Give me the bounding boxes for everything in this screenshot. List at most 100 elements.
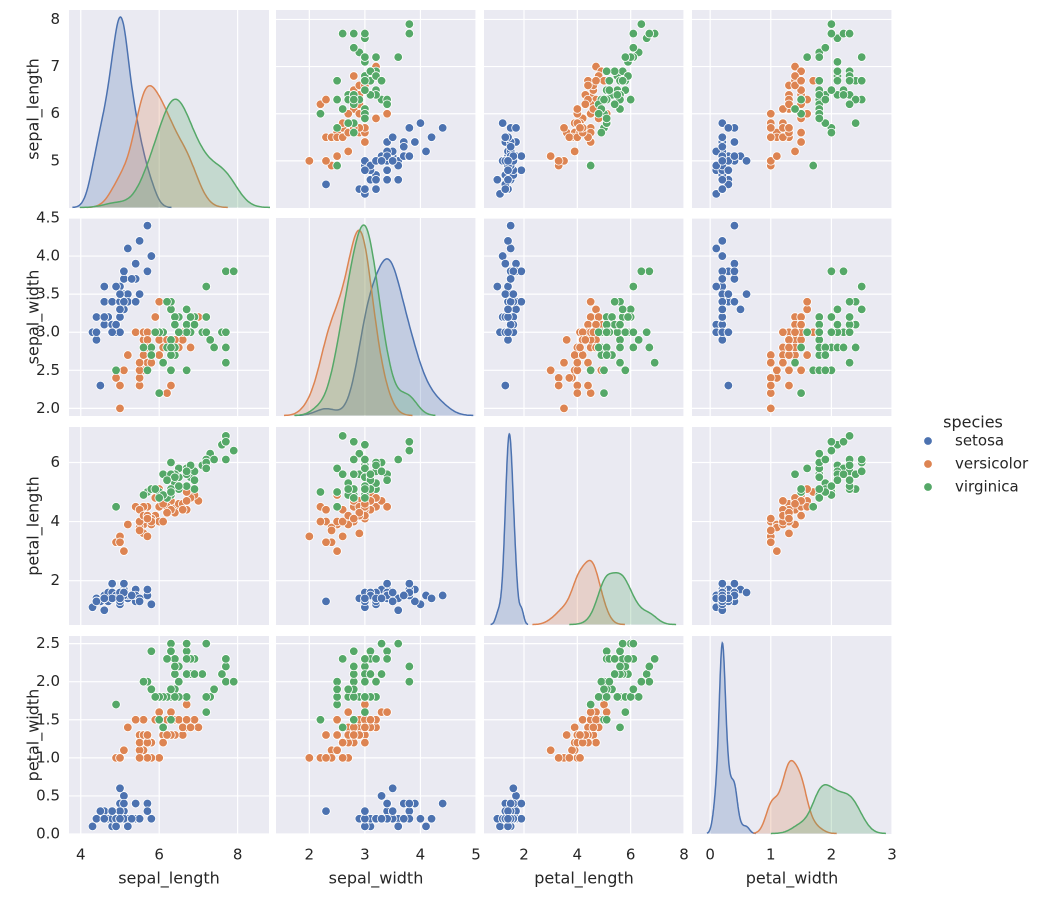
point-setosa: [500, 289, 511, 299]
point-versicolor: [326, 525, 337, 536]
y-tick-label: 3.0: [36, 323, 60, 341]
point-setosa: [111, 821, 121, 832]
point-virginica: [221, 654, 231, 664]
point-virginica: [337, 104, 348, 114]
point-virginica: [601, 692, 612, 702]
point-versicolor: [784, 342, 794, 353]
point-versicolor: [337, 531, 348, 542]
point-versicolor: [561, 335, 572, 345]
kde-line-setosa: [706, 641, 756, 835]
point-virginica: [796, 342, 806, 353]
point-versicolor: [778, 357, 788, 368]
point-setosa: [410, 596, 420, 607]
point-versicolor: [349, 513, 359, 524]
x-tick-label: 6: [154, 846, 164, 864]
point-versicolor: [332, 745, 342, 755]
point-versicolor: [343, 707, 353, 717]
point-virginica: [376, 638, 387, 649]
point-virginica: [820, 94, 831, 105]
point-versicolor: [354, 528, 365, 539]
point-virginica: [201, 463, 211, 474]
point-versicolor: [564, 132, 575, 142]
point-virginica: [343, 484, 353, 494]
point-versicolor: [572, 388, 583, 398]
point-virginica: [332, 123, 342, 133]
point-versicolor: [553, 380, 564, 391]
point-setosa: [119, 798, 129, 809]
point-virginica: [360, 707, 370, 717]
point-versicolor: [382, 502, 392, 512]
point-virginica: [628, 43, 639, 53]
point-setosa: [371, 175, 381, 185]
point-versicolor: [158, 737, 168, 748]
point-virginica: [636, 19, 647, 29]
point-virginica: [162, 654, 172, 664]
point-virginica: [826, 327, 837, 337]
y-tick-label: 2.5: [36, 361, 60, 379]
point-setosa: [497, 118, 508, 128]
point-setosa: [500, 380, 511, 391]
point-setosa: [729, 578, 740, 589]
panel-sepal_length-vs-petal_width: [692, 10, 893, 208]
point-setosa: [729, 297, 740, 307]
point-virginica: [623, 312, 633, 322]
point-virginica: [365, 669, 376, 679]
point-setosa: [729, 220, 740, 231]
point-virginica: [360, 113, 370, 124]
point-virginica: [609, 654, 620, 664]
point-virginica: [170, 472, 180, 482]
point-setosa: [146, 599, 157, 610]
point-setosa: [321, 596, 331, 607]
point-virginica: [221, 357, 231, 368]
point-setosa: [503, 327, 513, 337]
point-setosa: [387, 806, 398, 816]
point-virginica: [844, 357, 855, 368]
point-setosa: [500, 258, 511, 269]
point-virginica: [360, 85, 370, 95]
point-virginica: [609, 66, 620, 76]
x-axis-title-petal_width: petal_width: [746, 869, 839, 889]
point-setosa: [146, 814, 157, 824]
point-versicolor: [332, 151, 342, 161]
point-virginica: [365, 469, 376, 479]
point-setosa: [360, 165, 370, 175]
point-virginica: [808, 160, 818, 171]
point-setosa: [127, 274, 137, 284]
point-virginica: [221, 454, 231, 465]
point-versicolor: [321, 730, 331, 740]
point-virginica: [826, 266, 837, 277]
point-versicolor: [142, 513, 153, 524]
point-virginica: [201, 281, 211, 292]
point-virginica: [349, 437, 359, 447]
point-setosa: [130, 297, 141, 307]
point-versicolor: [796, 127, 806, 138]
point-virginica: [360, 692, 370, 702]
point-virginica: [189, 484, 200, 494]
kde-line-virginica: [569, 572, 677, 626]
point-setosa: [119, 578, 129, 589]
point-versicolor: [572, 104, 583, 114]
point-versicolor: [181, 496, 192, 506]
point-virginica: [146, 350, 157, 360]
point-virginica: [593, 109, 604, 119]
point-virginica: [844, 431, 855, 441]
x-axis-title-sepal_width: sepal_width: [329, 869, 424, 889]
y-tick-label: 1.0: [36, 748, 60, 766]
point-virginica: [615, 722, 625, 733]
panel-background: [692, 636, 892, 834]
point-setosa: [505, 274, 516, 284]
point-virginica: [189, 669, 200, 679]
point-virginica: [814, 76, 824, 86]
point-virginica: [856, 454, 867, 465]
point-virginica: [826, 312, 837, 322]
x-tick-label: 8: [233, 846, 243, 864]
point-virginica: [371, 52, 381, 62]
point-versicolor: [553, 156, 564, 166]
x-tick-label: 2: [305, 846, 315, 864]
point-versicolor: [134, 525, 145, 536]
point-virginica: [138, 490, 149, 500]
point-virginica: [612, 692, 623, 702]
point-versicolor: [766, 513, 776, 524]
point-versicolor: [154, 297, 164, 307]
point-versicolor: [766, 525, 776, 536]
